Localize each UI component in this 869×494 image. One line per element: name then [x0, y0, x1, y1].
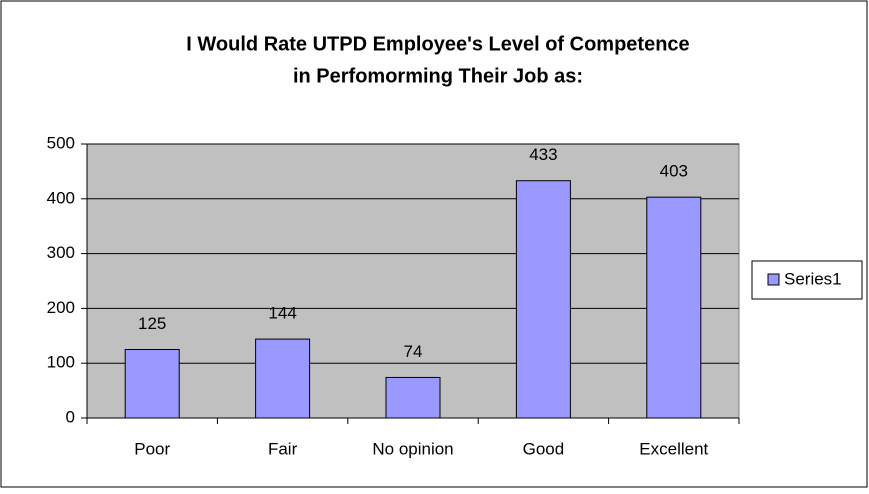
legend-swatch — [767, 273, 780, 286]
x-tick-label: Poor — [134, 439, 170, 458]
bar — [124, 349, 180, 419]
bar — [646, 196, 702, 419]
data-label: 433 — [529, 145, 557, 164]
data-label: 74 — [404, 342, 423, 361]
bar — [515, 180, 571, 419]
y-tick-label: 300 — [47, 243, 75, 262]
x-tick-label: No opinion — [372, 439, 453, 458]
x-tick-label: Excellent — [639, 439, 708, 458]
data-label: 144 — [268, 304, 296, 323]
bar — [385, 376, 441, 419]
data-label: 125 — [138, 314, 166, 333]
chart-title: in Perfomorming Their Job as: — [293, 65, 583, 87]
bar — [255, 338, 311, 419]
x-tick-label: Good — [523, 439, 565, 458]
y-tick-label: 200 — [47, 298, 75, 317]
plot-area — [86, 143, 740, 419]
legend-label: Series1 — [784, 269, 842, 288]
y-tick-label: 400 — [47, 188, 75, 207]
data-label: 403 — [660, 162, 688, 181]
chart-title: I Would Rate UTPD Employee's Level of Co… — [186, 33, 689, 55]
y-tick-label: 500 — [47, 133, 75, 152]
y-tick-label: 100 — [47, 353, 75, 372]
y-tick-label: 0 — [66, 407, 75, 426]
x-tick-label: Fair — [268, 439, 298, 458]
